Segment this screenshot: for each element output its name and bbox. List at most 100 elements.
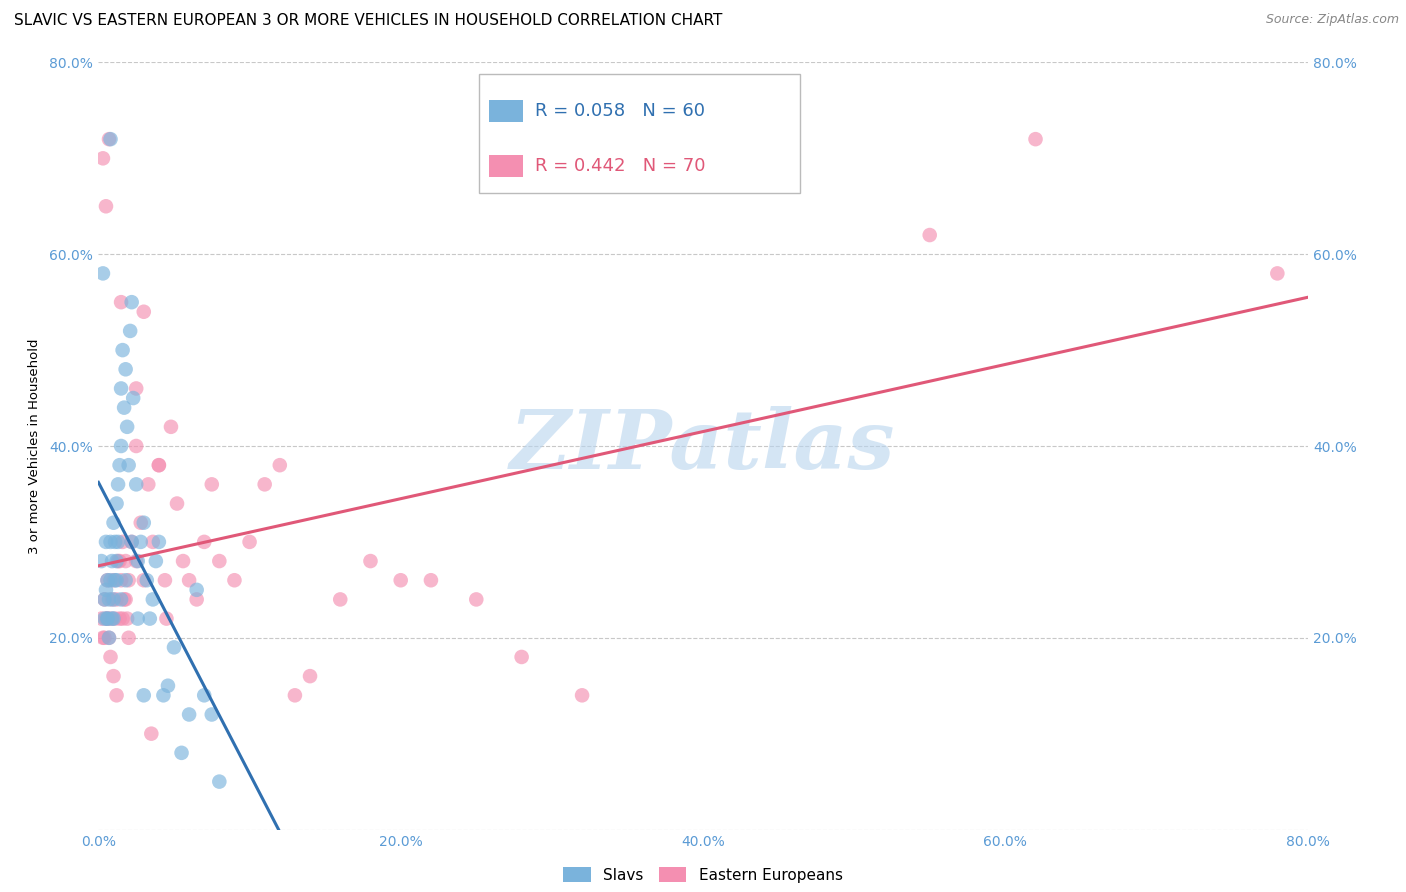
Point (100, 574, 122, 588)
Point (208, 774, 231, 789)
Point (110, 439, 132, 453)
Point (90, 612, 112, 626)
Point (103, 574, 125, 588)
Point (98, 132, 121, 146)
Point (132, 574, 155, 588)
Point (94, 612, 117, 626)
Point (114, 574, 136, 588)
Point (91, 152, 114, 166)
Point (125, 554, 148, 568)
Point (132, 516, 155, 530)
Point (91, 266, 114, 280)
Point (108, 554, 131, 568)
Point (420, 574, 443, 588)
Point (156, 679, 179, 693)
Point (105, 554, 128, 568)
Point (93, 612, 115, 626)
Point (100, 132, 122, 146)
Text: SLAVIC VS EASTERN EUROPEAN 3 OR MORE VEHICLES IN HOUSEHOLD CORRELATION CHART: SLAVIC VS EASTERN EUROPEAN 3 OR MORE VEH… (14, 13, 723, 29)
Point (115, 612, 138, 626)
Point (121, 535, 143, 549)
Point (96, 612, 118, 626)
Point (101, 592, 124, 607)
Point (121, 535, 143, 549)
Point (103, 669, 125, 683)
Point (107, 554, 129, 568)
Point (104, 612, 127, 626)
Point (253, 477, 276, 491)
Point (163, 640, 186, 655)
FancyBboxPatch shape (489, 155, 523, 177)
Y-axis label: 3 or more Vehicles in Household: 3 or more Vehicles in Household (28, 338, 41, 554)
Point (179, 707, 201, 722)
Point (918, 228, 941, 243)
Point (98, 592, 121, 607)
Point (129, 516, 152, 530)
Point (104, 574, 127, 588)
Point (96, 612, 118, 626)
Point (118, 458, 141, 473)
Point (172, 554, 194, 568)
Point (105, 592, 128, 607)
FancyBboxPatch shape (489, 100, 523, 121)
Point (148, 458, 170, 473)
Point (136, 477, 159, 491)
Text: ZIPatlas: ZIPatlas (510, 406, 896, 486)
Point (284, 689, 307, 703)
Point (142, 535, 165, 549)
Point (100, 612, 122, 626)
Point (389, 574, 412, 588)
Point (186, 582, 208, 597)
Point (101, 612, 124, 626)
Point (93, 631, 115, 645)
Point (112, 401, 135, 415)
Point (110, 592, 132, 607)
Point (125, 382, 148, 396)
Text: R = 0.058   N = 60: R = 0.058 N = 60 (534, 102, 704, 120)
Point (153, 574, 176, 588)
Point (94, 199, 117, 213)
Point (1267, 266, 1289, 280)
Point (122, 391, 145, 405)
FancyBboxPatch shape (479, 74, 800, 193)
Point (94, 582, 117, 597)
Point (115, 420, 138, 434)
Point (571, 689, 593, 703)
Point (93, 592, 115, 607)
Point (100, 649, 122, 664)
Point (114, 554, 136, 568)
Point (132, 305, 155, 319)
Point (141, 726, 163, 740)
Point (96, 574, 118, 588)
Point (103, 592, 125, 607)
Point (465, 592, 488, 607)
Point (112, 592, 135, 607)
Point (96, 574, 118, 588)
Point (100, 535, 122, 549)
Point (201, 477, 224, 491)
Point (94, 535, 117, 549)
Point (90, 554, 112, 568)
Point (110, 382, 132, 396)
Point (166, 496, 188, 510)
Point (145, 554, 167, 568)
Point (127, 554, 149, 568)
Point (152, 689, 174, 703)
Point (329, 592, 352, 607)
Point (299, 669, 322, 683)
Point (114, 592, 136, 607)
Point (111, 612, 134, 626)
Point (111, 343, 134, 358)
Point (111, 535, 134, 549)
Point (103, 516, 125, 530)
Point (105, 496, 128, 510)
Point (155, 612, 177, 626)
Point (510, 649, 533, 664)
Point (125, 477, 148, 491)
Point (360, 554, 382, 568)
Point (139, 612, 162, 626)
Text: Source: ZipAtlas.com: Source: ZipAtlas.com (1265, 13, 1399, 27)
Point (201, 707, 224, 722)
Point (148, 458, 170, 473)
Point (132, 689, 155, 703)
